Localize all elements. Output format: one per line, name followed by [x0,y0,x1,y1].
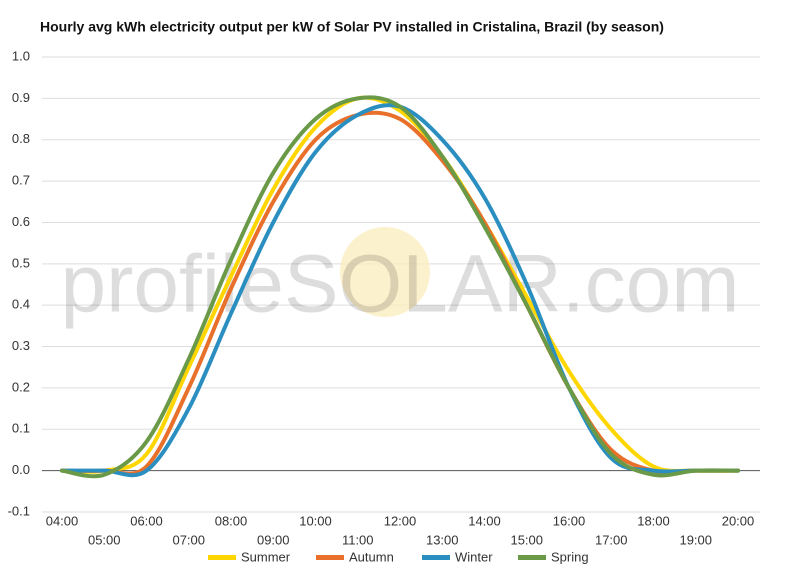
x-tick-label: 18:00 [637,513,670,528]
x-tick-label: 19:00 [679,532,712,547]
watermark-sun [340,227,430,317]
series-line [60,95,740,479]
y-tick-label: 0.2 [12,379,30,394]
legend-label: Autumn [349,549,394,564]
x-tick-label: 11:00 [342,532,374,547]
series-line [60,95,740,474]
x-tick-label: 07:00 [172,532,205,547]
y-tick-label: 0.1 [12,421,30,436]
legend-label: Winter [455,549,493,564]
series-line [60,110,740,476]
y-tick-label: 0.4 [12,297,30,312]
x-tick-label: 20:00 [722,513,755,528]
legend-swatch [422,555,450,560]
y-tick-label: 0.7 [12,173,30,188]
y-tick-label: 0.5 [12,255,30,270]
legend-label: Summer [241,549,291,564]
legend-label: Spring [551,549,589,564]
chart-title: Hourly avg kWh electricity output per kW… [40,19,664,35]
x-tick-label: 14:00 [468,513,501,528]
x-tick-label: 06:00 [130,513,163,528]
x-tick-label: 09:00 [257,532,290,547]
x-tick-label: 04:00 [46,513,79,528]
x-tick-label: 05:00 [88,532,121,547]
y-tick-label: -0.1 [8,503,30,518]
y-tick-label: 0.0 [12,462,30,477]
y-tick-label: 0.6 [12,214,30,229]
y-tick-label: 0.3 [12,338,30,353]
x-tick-label: 10:00 [299,513,332,528]
legend-swatch [208,555,236,560]
x-tick-label: 17:00 [595,532,628,547]
x-tick-label: 12:00 [384,513,417,528]
x-tick-label: 15:00 [510,532,543,547]
x-tick-label: 08:00 [215,513,248,528]
watermark: profileSOLAR.com [60,239,739,330]
x-tick-label: 16:00 [553,513,586,528]
x-tick-label: 13:00 [426,532,459,547]
legend-swatch [316,555,344,560]
y-tick-label: 1.0 [12,48,30,63]
y-tick-label: 0.9 [12,90,30,105]
y-tick-label: 0.8 [12,131,30,146]
legend-swatch [518,555,546,560]
watermark-group: profileSOLAR.com [60,227,740,330]
